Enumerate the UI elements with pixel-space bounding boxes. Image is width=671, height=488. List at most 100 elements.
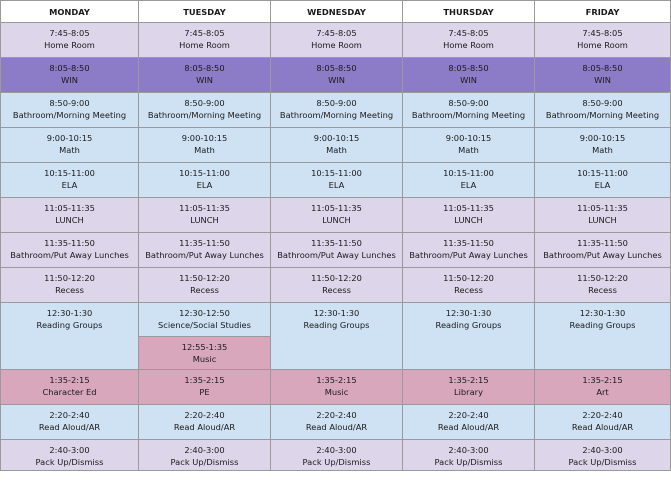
cell-time: 8:05-8:50 bbox=[448, 63, 489, 73]
schedule-cell: 11:05-11:35 LUNCH bbox=[402, 197, 535, 233]
cell-activity: WIN bbox=[460, 75, 477, 85]
schedule-cell: 1:35-2:15 Art bbox=[534, 369, 671, 405]
schedule-cell: 2:20-2:40 Read Aloud/AR bbox=[534, 404, 671, 440]
cell-time: 11:50-12:20 bbox=[443, 273, 494, 283]
schedule-cell: 11:05-11:35 LUNCH bbox=[138, 197, 271, 233]
cell-activity: Pack Up/Dismiss bbox=[434, 457, 503, 467]
schedule-row: 9:00-10:15 Math 9:00-10:15 Math 9:00-10:15 Ma… bbox=[0, 127, 671, 163]
schedule-cell: 8:50-9:00 Bathroom/Morning Meeting bbox=[534, 92, 671, 128]
day-header-friday: FRIDAY bbox=[534, 0, 671, 23]
cell-time: 2:40-3:00 bbox=[582, 445, 623, 455]
cell-time: 11:35-11:50 bbox=[577, 238, 628, 248]
cell-activity: ELA bbox=[61, 180, 78, 190]
cell-activity: Pack Up/Dismiss bbox=[35, 457, 104, 467]
cell-time: 1:35-2:15 bbox=[49, 375, 90, 385]
cell-activity: Math bbox=[326, 145, 347, 155]
cell-time: 11:05-11:35 bbox=[44, 203, 95, 213]
cell-time: 2:20-2:40 bbox=[582, 410, 623, 420]
schedule-cell: 2:40-3:00 Pack Up/Dismiss bbox=[270, 439, 403, 471]
schedule-cell: 7:45-8:05 Home Room bbox=[402, 22, 535, 58]
schedule-cell: 10:15-11:00 ELA bbox=[138, 162, 271, 198]
schedule-cell: 2:20-2:40 Read Aloud/AR bbox=[138, 404, 271, 440]
schedule-cell: 7:45-8:05 Home Room bbox=[138, 22, 271, 58]
cell-activity: Home Room bbox=[311, 40, 362, 50]
schedule-cell: 12:30-12:50 Science/Social Studies bbox=[138, 302, 271, 337]
cell-activity: Character Ed bbox=[42, 387, 97, 397]
cell-activity: LUNCH bbox=[190, 215, 219, 225]
cell-time: 8:50-9:00 bbox=[184, 98, 225, 108]
schedule-cell: 8:50-9:00 Bathroom/Morning Meeting bbox=[138, 92, 271, 128]
schedule-cell: 12:30-1:30 Reading Groups bbox=[0, 302, 139, 370]
cell-activity: Reading Groups bbox=[36, 320, 103, 330]
schedule-cell: 12:55-1:35 Music bbox=[138, 335, 271, 370]
cell-activity: Pack Up/Dismiss bbox=[170, 457, 239, 467]
schedule-cell: 11:35-11:50 Bathroom/Put Away Lunches bbox=[534, 232, 671, 268]
cell-time: 8:50-9:00 bbox=[582, 98, 623, 108]
schedule-cell: 10:15-11:00 ELA bbox=[534, 162, 671, 198]
cell-time: 7:45-8:05 bbox=[184, 28, 225, 38]
cell-time: 8:50-9:00 bbox=[316, 98, 357, 108]
cell-activity: Bathroom/Morning Meeting bbox=[545, 110, 660, 120]
cell-activity: Bathroom/Put Away Lunches bbox=[10, 250, 129, 260]
cell-activity: Home Room bbox=[443, 40, 494, 50]
schedule-cell: 1:35-2:15 Music bbox=[270, 369, 403, 405]
cell-activity: Bathroom/Put Away Lunches bbox=[145, 250, 264, 260]
cell-activity: Math bbox=[592, 145, 613, 155]
cell-time: 11:50-12:20 bbox=[311, 273, 362, 283]
cell-time: 11:50-12:20 bbox=[179, 273, 230, 283]
cell-time: 9:00-10:15 bbox=[445, 133, 492, 143]
cell-time: 2:20-2:40 bbox=[448, 410, 489, 420]
cell-time: 9:00-10:15 bbox=[579, 133, 626, 143]
cell-activity: Recess bbox=[190, 285, 219, 295]
schedule-cell: 11:50-12:20 Recess bbox=[402, 267, 535, 303]
schedule-cell: 8:05-8:50 WIN bbox=[402, 57, 535, 93]
schedule-cell: 10:15-11:00 ELA bbox=[0, 162, 139, 198]
schedule-cell: 2:40-3:00 Pack Up/Dismiss bbox=[402, 439, 535, 471]
cell-activity: WIN bbox=[196, 75, 213, 85]
cell-activity: Math bbox=[458, 145, 479, 155]
schedule-cell: 2:20-2:40 Read Aloud/AR bbox=[270, 404, 403, 440]
cell-time: 11:05-11:35 bbox=[311, 203, 362, 213]
schedule-cell: 7:45-8:05 Home Room bbox=[534, 22, 671, 58]
cell-time: 7:45-8:05 bbox=[49, 28, 90, 38]
cell-time: 7:45-8:05 bbox=[316, 28, 357, 38]
cell-time: 11:50-12:20 bbox=[44, 273, 95, 283]
cell-time: 2:40-3:00 bbox=[49, 445, 90, 455]
cell-activity: Recess bbox=[55, 285, 84, 295]
schedule-cell: 11:05-11:35 LUNCH bbox=[534, 197, 671, 233]
cell-activity: Read Aloud/AR bbox=[173, 422, 236, 432]
cell-activity: Home Room bbox=[179, 40, 230, 50]
cell-activity: Read Aloud/AR bbox=[571, 422, 634, 432]
day-header-tuesday: TUESDAY bbox=[138, 0, 271, 23]
day-header-monday: MONDAY bbox=[0, 0, 139, 23]
cell-activity: Math bbox=[59, 145, 80, 155]
reading-row: 12:30-1:30 Reading Groups 12:30-12:50 Sc… bbox=[0, 302, 671, 370]
cell-time: 12:30-1:30 bbox=[445, 308, 492, 318]
schedule-cell: 11:35-11:50 Bathroom/Put Away Lunches bbox=[402, 232, 535, 268]
cell-activity: Library bbox=[453, 387, 483, 397]
schedule-row: 11:50-12:20 Recess 11:50-12:20 Recess 11:50-… bbox=[0, 267, 671, 303]
cell-activity: WIN bbox=[594, 75, 611, 85]
cell-activity: Music bbox=[324, 387, 349, 397]
cell-activity: Bathroom/Put Away Lunches bbox=[543, 250, 662, 260]
cell-activity: Read Aloud/AR bbox=[437, 422, 500, 432]
schedule-cell: 8:05-8:50 WIN bbox=[0, 57, 139, 93]
cell-activity: Math bbox=[194, 145, 215, 155]
schedule-row: 1:35-2:15 Character Ed 1:35-2:15 PE 1:35-2:1… bbox=[0, 369, 671, 405]
schedule-row: 11:05-11:35 LUNCH 11:05-11:35 LUNCH 11:05-11… bbox=[0, 197, 671, 233]
schedule-cell: 1:35-2:15 Character Ed bbox=[0, 369, 139, 405]
cell-time: 1:35-2:15 bbox=[582, 375, 623, 385]
cell-time: 12:30-1:30 bbox=[579, 308, 626, 318]
cell-time: 10:15-11:00 bbox=[443, 168, 494, 178]
cell-time: 11:05-11:35 bbox=[179, 203, 230, 213]
schedule-row: 8:50-9:00 Bathroom/Morning Meeting 8:50-9:… bbox=[0, 92, 671, 128]
cell-time: 1:35-2:15 bbox=[184, 375, 225, 385]
schedule-cell: 11:50-12:20 Recess bbox=[270, 267, 403, 303]
schedule-cell: 8:05-8:50 WIN bbox=[138, 57, 271, 93]
cell-activity: Pack Up/Dismiss bbox=[302, 457, 371, 467]
cell-activity: Music bbox=[192, 353, 217, 364]
cell-time: 8:05-8:50 bbox=[184, 63, 225, 73]
schedule-cell: 1:35-2:15 Library bbox=[402, 369, 535, 405]
schedule-cell: 7:45-8:05 Home Room bbox=[0, 22, 139, 58]
reading-row-split: 12:55-1:35 Music bbox=[1, 335, 671, 370]
